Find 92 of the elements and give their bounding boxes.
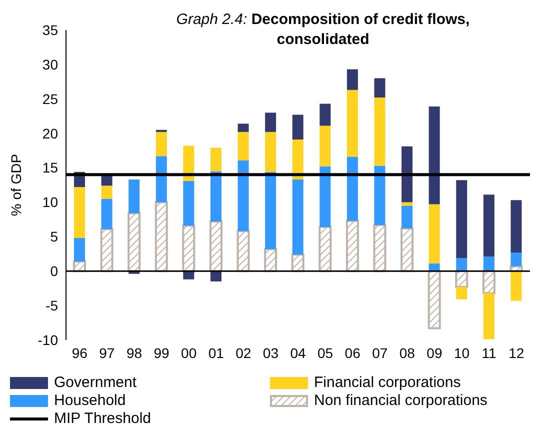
bar [402,146,413,202]
bar [265,172,276,250]
y-tick-label: 35 [42,22,58,38]
bar [483,293,494,340]
x-tick-label: 10 [454,344,470,361]
bar [183,146,194,181]
x-tick-label: 08 [399,344,416,361]
x-tick-label: 12 [508,344,524,361]
bar [154,201,168,272]
bar [320,126,331,166]
chart-title: Graph 2.4: Decomposition of credit flows, consolidated [176,11,470,48]
bar [320,104,331,126]
bar [456,258,468,272]
x-tick-label: 02 [236,344,252,361]
bar [510,200,522,253]
bar [346,69,358,90]
bar [510,271,522,301]
legend-label: Non financial corporations [314,392,488,410]
y-tick-label: 10 [42,194,58,210]
legend-label: Government [54,374,137,392]
bar [265,112,276,132]
bar [428,204,440,264]
bar [292,140,304,180]
bar [374,166,386,225]
y-tick-label: 25 [42,90,58,107]
x-tick-label: 01 [208,344,224,361]
y-tick-label: 0 [50,263,58,280]
y-tick-label: 15 [42,160,58,176]
y-tick-label: 20 [42,125,58,142]
bar [374,98,386,166]
bar [156,156,167,202]
bar [374,78,386,98]
x-tick-label: 97 [99,344,115,361]
bar [209,220,222,272]
bar [210,148,222,172]
x-tick-label: 00 [181,344,197,361]
bar [183,271,194,280]
bar [320,166,331,228]
bar [292,114,304,140]
y-axis-title: % of GDP [8,154,24,216]
bar [456,286,468,300]
bar [346,90,358,157]
x-tick-label: 04 [290,344,306,361]
bar [74,238,85,262]
bar [100,228,114,272]
bar [182,224,196,272]
bar [238,160,249,232]
bar [74,187,85,238]
bar [156,132,167,156]
bar [265,132,276,172]
bar [128,212,141,272]
x-tick-label: 07 [372,344,388,361]
bar [238,124,249,132]
bar [400,227,414,272]
bar [483,256,494,272]
bar [101,186,112,199]
legend-label: Financial corporations [314,374,461,392]
x-tick-label: 11 [482,344,497,361]
bar [428,264,440,272]
bar [210,171,222,222]
x-tick-label: 98 [126,344,142,361]
bar [183,180,194,226]
bar [101,198,112,230]
y-tick-label: -10 [38,332,58,348]
y-tick-label: 5 [50,228,58,245]
y-tick-label: -5 [46,298,58,314]
bar [483,194,494,257]
bar [236,230,250,272]
bar [402,202,413,206]
x-tick-label: 03 [262,344,279,361]
bar [428,106,440,204]
bar [510,252,522,266]
y-tick-label: 30 [42,56,58,72]
x-tick-label: 06 [344,344,361,361]
bar [238,132,249,160]
x-tick-label: 99 [154,344,170,361]
bar [428,270,441,330]
bar [318,226,332,272]
legend-label: MIP Threshold [54,410,151,428]
bar [210,271,222,282]
x-tick-label: 09 [426,344,442,361]
x-tick-label: 96 [72,344,88,361]
bar [128,179,140,214]
bar [456,180,468,258]
legend-label: Household [54,392,126,410]
bar [346,220,359,272]
bar [346,156,358,221]
bar [264,248,278,272]
x-tick-label: 05 [318,344,334,361]
bar [373,224,386,272]
bar [292,179,304,255]
bar [402,206,413,228]
